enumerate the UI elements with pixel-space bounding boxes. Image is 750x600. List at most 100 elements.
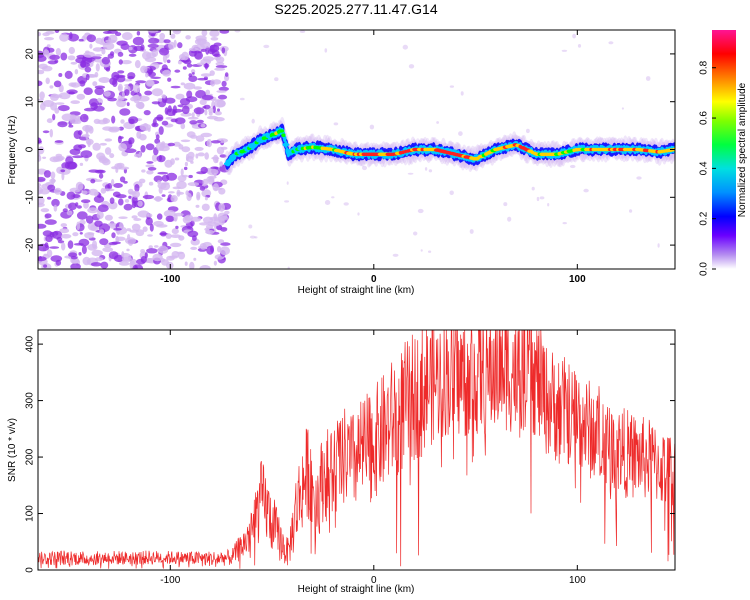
noise-blob [55, 48, 62, 56]
noise-blob [213, 42, 222, 47]
noise-speck [629, 209, 633, 213]
noise-blob [84, 232, 95, 239]
noise-blob [143, 110, 151, 116]
noise-blob [221, 80, 227, 87]
noise-blob [42, 156, 47, 159]
noise-blob [151, 49, 159, 57]
noise-blob [202, 106, 207, 109]
noise-blob [156, 155, 166, 163]
noise-blob [188, 174, 193, 179]
noise-blob [82, 124, 93, 132]
noise-speck [539, 196, 545, 200]
noise-speck [249, 235, 256, 239]
colorbar-tick-label: 0.4 [699, 161, 710, 175]
noise-blob [213, 260, 217, 266]
noise-blob [138, 151, 142, 158]
noise-blob [116, 75, 126, 83]
noise-blob [160, 231, 167, 237]
noise-blob [218, 203, 225, 212]
noise-blob [49, 54, 60, 61]
noise-speck [263, 44, 270, 49]
noise-blob [103, 91, 111, 97]
noise-blob [149, 223, 154, 232]
noise-blob [107, 183, 113, 190]
noise-blob [56, 155, 65, 161]
noise-blob [205, 89, 211, 96]
noise-blob [193, 86, 202, 90]
snr-ylabel: SNR (10 * v/v) [7, 418, 18, 482]
noise-blob [108, 251, 119, 260]
noise-blob [50, 171, 56, 180]
noise-blob [148, 181, 154, 186]
noise-blob [108, 222, 117, 227]
noise-blob [161, 259, 170, 266]
noise-speck [286, 181, 289, 185]
noise-blob [146, 170, 154, 175]
noise-blob [177, 42, 183, 49]
noise-blob [44, 213, 52, 219]
noise-blob [145, 143, 155, 151]
noise-blob [82, 256, 91, 266]
noise-blob [220, 242, 231, 246]
noise-blob [157, 171, 169, 175]
noise-blob [97, 97, 102, 102]
colorbar-tick-label: 0.0 [699, 262, 710, 276]
noise-speck [608, 41, 614, 45]
noise-blob [38, 80, 43, 87]
noise-blob [96, 210, 104, 220]
noise-blob [42, 32, 50, 37]
noise-speck [547, 203, 550, 207]
noise-blob [181, 146, 191, 153]
noise-blob [140, 145, 146, 153]
noise-speck [503, 202, 508, 207]
noise-blob [102, 42, 115, 51]
noise-blob [126, 102, 130, 107]
noise-blob [72, 155, 84, 159]
noise-blob [102, 247, 114, 253]
noise-blob [83, 51, 95, 58]
noise-blob [38, 243, 50, 252]
noise-blob [68, 202, 77, 211]
noise-blob [68, 91, 75, 95]
noise-blob [201, 94, 214, 101]
noise-blob [40, 208, 50, 213]
noise-blob [187, 230, 199, 238]
noise-speck [583, 188, 589, 193]
noise-blob [78, 38, 84, 42]
noise-speck [362, 165, 367, 171]
noise-blob [81, 190, 88, 195]
noise-blob [219, 161, 224, 167]
ridge-core [594, 147, 598, 152]
noise-blob [184, 261, 188, 266]
noise-blob [211, 140, 221, 144]
noise-blob [135, 101, 145, 109]
noise-blob [54, 107, 60, 114]
snr-frame [37, 329, 676, 571]
x-tick-label: 100 [569, 274, 586, 285]
noise-blob [200, 123, 206, 128]
noise-blob [193, 107, 205, 115]
noise-blob [90, 178, 96, 184]
noise-blob [182, 174, 189, 178]
noise-speck [408, 64, 415, 69]
noise-blob [98, 192, 102, 199]
noise-blob [98, 173, 104, 179]
noise-blob [152, 253, 163, 262]
noise-blob [38, 223, 47, 229]
noise-blob [204, 196, 208, 201]
noise-blob [170, 234, 181, 239]
noise-speck [428, 250, 432, 253]
noise-speck [284, 200, 290, 203]
noise-blob [104, 147, 112, 155]
noise-blob [94, 169, 106, 174]
x-tick-label: 100 [569, 575, 586, 586]
noise-speck [531, 186, 535, 191]
noise-blob [207, 222, 220, 227]
noise-blob [98, 77, 111, 83]
noise-blob [79, 232, 83, 235]
noise-blob [85, 215, 94, 224]
noise-blob [108, 126, 121, 131]
noise-blob [147, 30, 159, 33]
noise-blob [199, 222, 209, 226]
